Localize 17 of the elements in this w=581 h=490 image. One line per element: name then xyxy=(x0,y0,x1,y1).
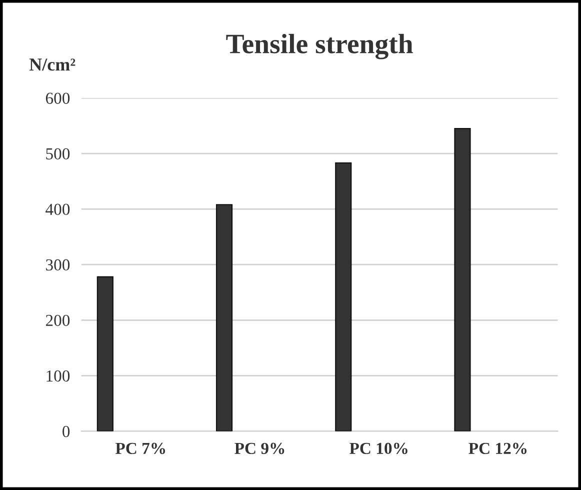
y-tick-label: 0 xyxy=(62,426,70,438)
bar xyxy=(335,162,352,432)
chart-title: Tensile strength xyxy=(226,34,413,60)
x-tick-label: PC 12% xyxy=(468,442,527,454)
y-tick-label: 300 xyxy=(46,259,70,271)
y-axis-title: N/cm² xyxy=(29,58,76,71)
x-tick-label: PC 7% xyxy=(115,442,166,454)
y-tick-label: 600 xyxy=(46,92,70,104)
bar xyxy=(454,128,471,432)
y-tick-label: 100 xyxy=(46,370,70,382)
x-tick-label: PC 10% xyxy=(350,442,408,454)
bar xyxy=(96,276,114,432)
x-tick-label: PC 9% xyxy=(234,442,284,454)
y-tick-label: 400 xyxy=(46,204,70,216)
y-tick-label: 200 xyxy=(46,314,70,326)
y-tick-label: 500 xyxy=(46,148,70,160)
bar xyxy=(216,204,233,432)
